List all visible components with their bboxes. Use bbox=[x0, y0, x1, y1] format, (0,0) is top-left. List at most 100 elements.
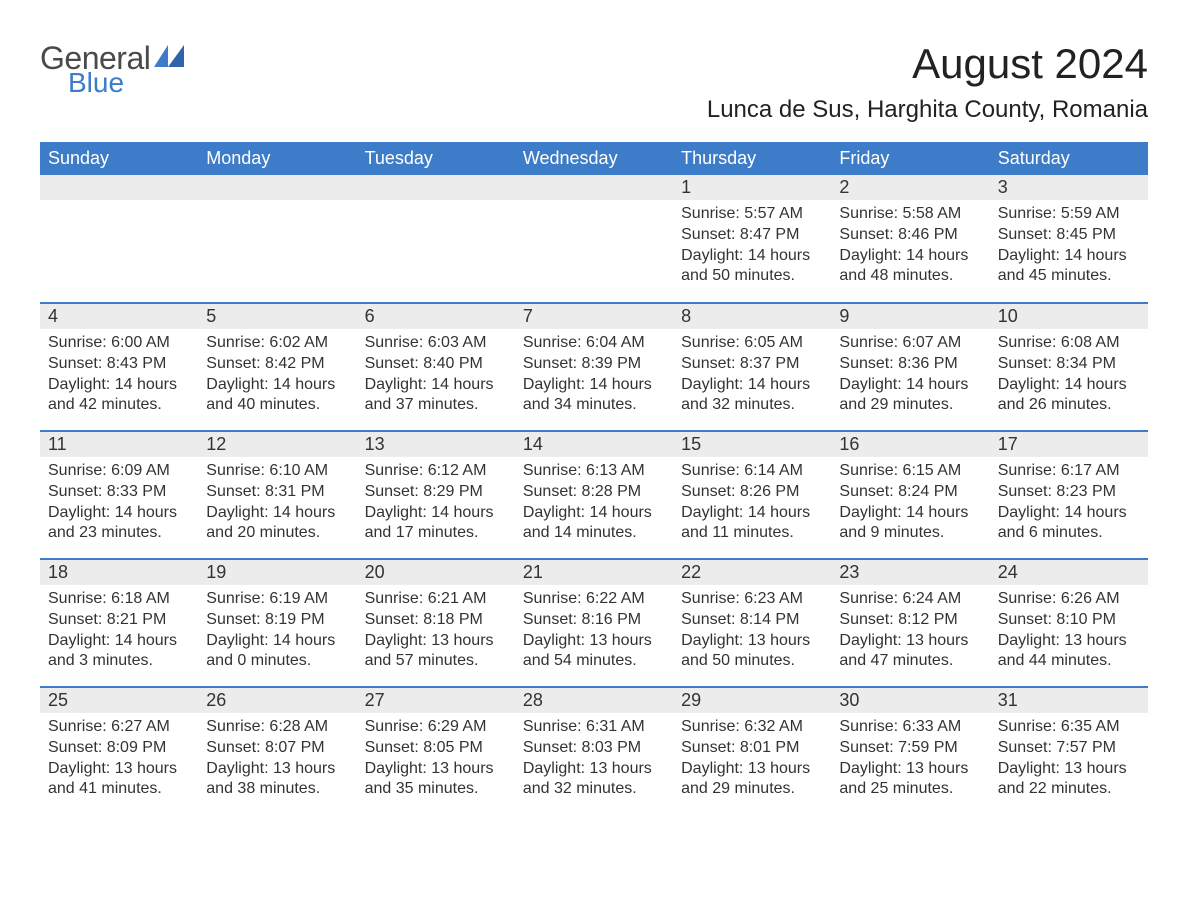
daylight-line: Daylight: 13 hours and 47 minutes. bbox=[839, 631, 981, 673]
day-number: 18 bbox=[40, 560, 198, 585]
sunrise-line: Sunrise: 6:14 AM bbox=[681, 461, 823, 482]
calendar-cell: . bbox=[198, 175, 356, 303]
day-number: 12 bbox=[198, 432, 356, 457]
sunset-line: Sunset: 8:10 PM bbox=[998, 610, 1140, 631]
day-number: 16 bbox=[831, 432, 989, 457]
day-number: 31 bbox=[990, 688, 1148, 713]
day-number: 10 bbox=[990, 304, 1148, 329]
day-number: 23 bbox=[831, 560, 989, 585]
day-number: 8 bbox=[673, 304, 831, 329]
daylight-line: Daylight: 14 hours and 26 minutes. bbox=[998, 375, 1140, 417]
sunset-line: Sunset: 8:05 PM bbox=[365, 738, 507, 759]
daylight-line: Daylight: 14 hours and 6 minutes. bbox=[998, 503, 1140, 545]
day-number: 5 bbox=[198, 304, 356, 329]
sunrise-line: Sunrise: 6:29 AM bbox=[365, 717, 507, 738]
day-number: 27 bbox=[357, 688, 515, 713]
weekday-header: Tuesday bbox=[357, 142, 515, 175]
day-details: Sunrise: 6:04 AMSunset: 8:39 PMDaylight:… bbox=[515, 329, 673, 420]
day-details bbox=[198, 200, 356, 208]
sunset-line: Sunset: 8:16 PM bbox=[523, 610, 665, 631]
sunrise-line: Sunrise: 6:19 AM bbox=[206, 589, 348, 610]
day-number: 21 bbox=[515, 560, 673, 585]
sunrise-line: Sunrise: 6:23 AM bbox=[681, 589, 823, 610]
daylight-line: Daylight: 13 hours and 41 minutes. bbox=[48, 759, 190, 801]
day-details: Sunrise: 6:08 AMSunset: 8:34 PMDaylight:… bbox=[990, 329, 1148, 420]
daylight-line: Daylight: 14 hours and 34 minutes. bbox=[523, 375, 665, 417]
day-details: Sunrise: 6:24 AMSunset: 8:12 PMDaylight:… bbox=[831, 585, 989, 676]
day-details: Sunrise: 6:14 AMSunset: 8:26 PMDaylight:… bbox=[673, 457, 831, 548]
day-number: 13 bbox=[357, 432, 515, 457]
sunrise-line: Sunrise: 6:08 AM bbox=[998, 333, 1140, 354]
day-details bbox=[40, 200, 198, 208]
day-details: Sunrise: 6:02 AMSunset: 8:42 PMDaylight:… bbox=[198, 329, 356, 420]
calendar-cell: 1Sunrise: 5:57 AMSunset: 8:47 PMDaylight… bbox=[673, 175, 831, 303]
sunset-line: Sunset: 8:40 PM bbox=[365, 354, 507, 375]
daylight-line: Daylight: 13 hours and 25 minutes. bbox=[839, 759, 981, 801]
day-number: 15 bbox=[673, 432, 831, 457]
sunrise-line: Sunrise: 6:13 AM bbox=[523, 461, 665, 482]
sunset-line: Sunset: 8:24 PM bbox=[839, 482, 981, 503]
sunset-line: Sunset: 7:57 PM bbox=[998, 738, 1140, 759]
day-details: Sunrise: 6:03 AMSunset: 8:40 PMDaylight:… bbox=[357, 329, 515, 420]
day-details: Sunrise: 6:33 AMSunset: 7:59 PMDaylight:… bbox=[831, 713, 989, 804]
sunset-line: Sunset: 8:43 PM bbox=[48, 354, 190, 375]
sunset-line: Sunset: 8:26 PM bbox=[681, 482, 823, 503]
sunset-line: Sunset: 8:39 PM bbox=[523, 354, 665, 375]
daylight-line: Daylight: 14 hours and 14 minutes. bbox=[523, 503, 665, 545]
day-number: 29 bbox=[673, 688, 831, 713]
daylight-line: Daylight: 13 hours and 32 minutes. bbox=[523, 759, 665, 801]
daylight-line: Daylight: 14 hours and 3 minutes. bbox=[48, 631, 190, 673]
sunrise-line: Sunrise: 6:35 AM bbox=[998, 717, 1140, 738]
calendar-cell: 20Sunrise: 6:21 AMSunset: 8:18 PMDayligh… bbox=[357, 559, 515, 687]
sunrise-line: Sunrise: 6:21 AM bbox=[365, 589, 507, 610]
sunrise-line: Sunrise: 6:31 AM bbox=[523, 717, 665, 738]
day-details: Sunrise: 6:09 AMSunset: 8:33 PMDaylight:… bbox=[40, 457, 198, 548]
calendar-cell: 9Sunrise: 6:07 AMSunset: 8:36 PMDaylight… bbox=[831, 303, 989, 431]
sunrise-line: Sunrise: 6:17 AM bbox=[998, 461, 1140, 482]
calendar-cell: . bbox=[357, 175, 515, 303]
daylight-line: Daylight: 13 hours and 50 minutes. bbox=[681, 631, 823, 673]
daylight-line: Daylight: 14 hours and 9 minutes. bbox=[839, 503, 981, 545]
calendar-cell: 4Sunrise: 6:00 AMSunset: 8:43 PMDaylight… bbox=[40, 303, 198, 431]
sunset-line: Sunset: 8:42 PM bbox=[206, 354, 348, 375]
sunset-line: Sunset: 8:23 PM bbox=[998, 482, 1140, 503]
calendar-cell: 27 Sunrise: 6:29 AMSunset: 8:05 PMDayligh… bbox=[357, 687, 515, 815]
sunset-line: Sunset: 8:47 PM bbox=[681, 225, 823, 246]
sunrise-line: Sunrise: 6:26 AM bbox=[998, 589, 1140, 610]
calendar-cell: 13Sunrise: 6:12 AMSunset: 8:29 PMDayligh… bbox=[357, 431, 515, 559]
day-details: Sunrise: 6:17 AMSunset: 8:23 PMDaylight:… bbox=[990, 457, 1148, 548]
sunrise-line: Sunrise: 6:32 AM bbox=[681, 717, 823, 738]
day-details: Sunrise: 6:00 AMSunset: 8:43 PMDaylight:… bbox=[40, 329, 198, 420]
day-details: Sunrise: 6:15 AMSunset: 8:24 PMDaylight:… bbox=[831, 457, 989, 548]
daylight-line: Daylight: 13 hours and 22 minutes. bbox=[998, 759, 1140, 801]
sunrise-line: Sunrise: 6:33 AM bbox=[839, 717, 981, 738]
calendar-cell: 23Sunrise: 6:24 AMSunset: 8:12 PMDayligh… bbox=[831, 559, 989, 687]
daylight-line: Daylight: 14 hours and 40 minutes. bbox=[206, 375, 348, 417]
calendar-cell: 12Sunrise: 6:10 AMSunset: 8:31 PMDayligh… bbox=[198, 431, 356, 559]
calendar-cell: . bbox=[40, 175, 198, 303]
daylight-line: Daylight: 14 hours and 11 minutes. bbox=[681, 503, 823, 545]
day-details: Sunrise: 6:19 AMSunset: 8:19 PMDaylight:… bbox=[198, 585, 356, 676]
calendar-cell: 10Sunrise: 6:08 AMSunset: 8:34 PMDayligh… bbox=[990, 303, 1148, 431]
sunrise-line: Sunrise: 6:10 AM bbox=[206, 461, 348, 482]
day-details: Sunrise: 6:05 AMSunset: 8:37 PMDaylight:… bbox=[673, 329, 831, 420]
day-details bbox=[515, 200, 673, 208]
daylight-line: Daylight: 13 hours and 35 minutes. bbox=[365, 759, 507, 801]
sunset-line: Sunset: 8:07 PM bbox=[206, 738, 348, 759]
day-number: 3 bbox=[990, 175, 1148, 200]
sunrise-line: Sunrise: 6:12 AM bbox=[365, 461, 507, 482]
sunset-line: Sunset: 8:14 PM bbox=[681, 610, 823, 631]
day-details: Sunrise: 6:23 AMSunset: 8:14 PMDaylight:… bbox=[673, 585, 831, 676]
sunset-line: Sunset: 8:03 PM bbox=[523, 738, 665, 759]
calendar-cell: 8Sunrise: 6:05 AMSunset: 8:37 PMDaylight… bbox=[673, 303, 831, 431]
sunset-line: Sunset: 8:29 PM bbox=[365, 482, 507, 503]
day-number: 1 bbox=[673, 175, 831, 200]
sunrise-line: Sunrise: 6:02 AM bbox=[206, 333, 348, 354]
calendar-cell: 21 Sunrise: 6:22 AMSunset: 8:16 PMDayligh… bbox=[515, 559, 673, 687]
calendar-cell: 31 Sunrise: 6:35 AMSunset: 7:57 PMDayligh… bbox=[990, 687, 1148, 815]
sunset-line: Sunset: 8:12 PM bbox=[839, 610, 981, 631]
daylight-line: Daylight: 13 hours and 54 minutes. bbox=[523, 631, 665, 673]
calendar-cell: 28Sunrise: 6:31 AMSunset: 8:03 PMDayligh… bbox=[515, 687, 673, 815]
sunrise-line: Sunrise: 6:22 AM bbox=[523, 589, 665, 610]
calendar-cell: 14Sunrise: 6:13 AMSunset: 8:28 PMDayligh… bbox=[515, 431, 673, 559]
